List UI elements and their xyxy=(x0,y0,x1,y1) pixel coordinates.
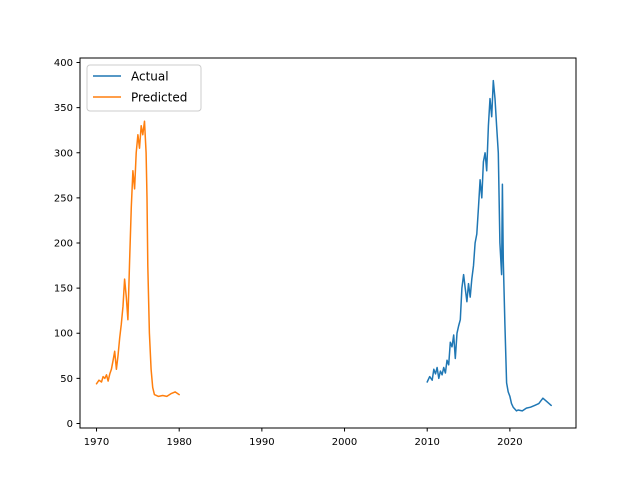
x-tick-label: 1970 xyxy=(84,437,109,448)
x-tick-label: 2010 xyxy=(414,437,439,448)
y-tick-label: 300 xyxy=(54,148,73,159)
x-tick-label: 1990 xyxy=(249,437,274,448)
x-tick-label: 2020 xyxy=(497,437,522,448)
y-axis: 0 50 100 150 200 250 300 350 400 xyxy=(54,58,80,430)
x-tick-label: 1980 xyxy=(166,437,191,448)
y-tick-label: 250 xyxy=(54,193,73,204)
y-tick-label: 150 xyxy=(54,284,73,295)
legend-label-predicted: Predicted xyxy=(131,91,187,105)
legend: Actual Predicted xyxy=(86,64,202,112)
x-axis: 1970 1980 1990 2000 2010 2020 xyxy=(84,428,523,448)
y-tick-label: 100 xyxy=(54,329,73,340)
y-tick-label: 400 xyxy=(54,58,73,69)
series-line-predicted xyxy=(95,120,180,398)
y-tick-label: 50 xyxy=(60,374,73,385)
series-line-actual xyxy=(426,79,552,412)
y-tick-label: 0 xyxy=(67,419,73,430)
y-tick-label: 350 xyxy=(54,103,73,114)
legend-label-actual: Actual xyxy=(131,70,169,84)
x-tick-label: 2000 xyxy=(332,437,357,448)
series-layer xyxy=(95,79,552,412)
y-tick-label: 200 xyxy=(54,239,73,250)
